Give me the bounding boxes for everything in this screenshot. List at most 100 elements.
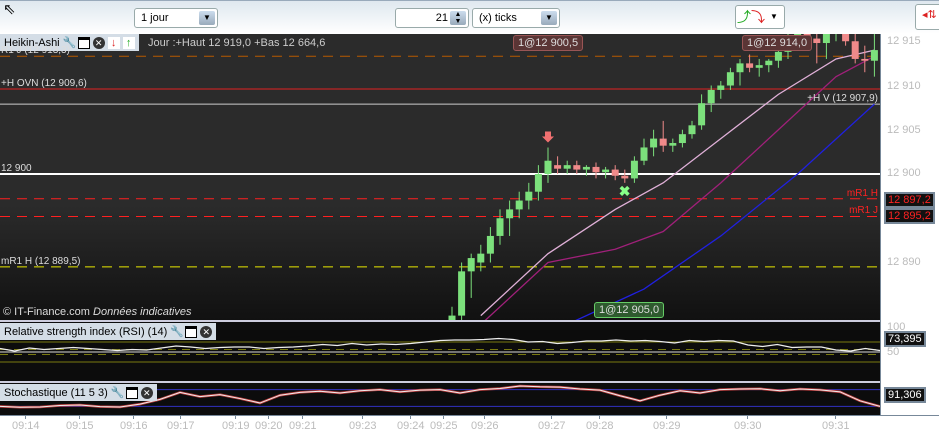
stochastic-line <box>0 385 880 408</box>
time-tick: 09:28 <box>586 420 614 432</box>
close-icon[interactable]: ✕ <box>140 386 153 399</box>
rsi-tick: 50 <box>887 346 900 358</box>
time-tick-mark <box>180 415 181 419</box>
stochastic-canvas <box>0 384 880 409</box>
indicators-button[interactable]: ⤴⤵ ▼ <box>735 5 785 29</box>
candle-body <box>554 165 562 169</box>
cursor-icon: ⇖ <box>3 1 16 18</box>
stepper-icon[interactable]: ▲ ▼ <box>450 11 466 25</box>
rsi-pane[interactable]: Relative strength index (RSI) (14) 🔧 ✕ <box>0 320 880 382</box>
candle-body <box>496 218 504 236</box>
time-tick: 09:19 <box>222 420 250 432</box>
time-tick: 09:31 <box>822 420 850 432</box>
time-tick-mark <box>235 415 236 419</box>
ticks-input[interactable]: 21 ▲ ▼ <box>395 8 469 28</box>
indicators-icon: ⤴⤵ <box>737 9 765 25</box>
time-tick: 09:29 <box>653 420 681 432</box>
buy-cross-icon: ✖ <box>619 183 631 199</box>
candle-body <box>602 169 610 173</box>
candle-body <box>544 160 552 174</box>
order-tag[interactable]: 1@12 905,0 <box>594 302 665 318</box>
candle-body <box>477 253 485 263</box>
toolbar: 1 jour ▼ 21 ▲ ▼ (x) ticks ▼ ⤴⤵ ▼ ◂⇅ <box>0 0 939 34</box>
window-icon[interactable] <box>125 386 138 399</box>
candle-body <box>621 175 629 179</box>
stochastic-pane[interactable]: Stochastique (11 5 3) 🔧 ✕ <box>0 381 880 415</box>
candle-body <box>592 166 600 173</box>
price-box: 12 895,2 <box>884 208 935 224</box>
candle-body <box>678 134 686 144</box>
rsi-title: Relative strength index (RSI) (14) <box>4 325 168 338</box>
candle-body <box>506 209 514 219</box>
candle-body <box>688 125 696 135</box>
price-chart[interactable]: ✖ Heikin-Ashi 🔧 ✕ ↓ ↑ Jour :+Haut 12 919… <box>0 34 880 320</box>
level-label: R1 J (12 913,3) <box>1 45 70 57</box>
time-tick-mark <box>484 415 485 419</box>
moving-average-magenta <box>484 55 875 320</box>
level-label: +H OVN (12 909,6) <box>1 78 87 90</box>
time-tick-mark <box>362 415 363 419</box>
time-tick: 09:27 <box>538 420 566 432</box>
candle-body <box>467 258 475 272</box>
period-select[interactable]: 1 jour ▼ <box>134 8 218 28</box>
time-tick: 09:17 <box>167 420 195 432</box>
price-chart-canvas: ✖ <box>0 34 880 320</box>
chart-header: Heikin-Ashi 🔧 ✕ ↓ ↑ <box>0 34 139 51</box>
candle-body <box>640 147 648 161</box>
wrench-icon[interactable]: 🔧 <box>62 36 77 49</box>
candle-body <box>630 160 638 179</box>
candle-body <box>534 174 542 192</box>
price-tick: 12 910 <box>887 80 921 92</box>
wrench-icon[interactable]: 🔧 <box>170 325 184 338</box>
time-tick: 09:15 <box>66 420 94 432</box>
level-label: mR1 H (12 889,5) <box>1 255 81 267</box>
time-tick-mark <box>79 415 80 419</box>
wrench-icon[interactable]: 🔧 <box>110 386 125 399</box>
candle-body <box>669 143 677 146</box>
candle-body <box>525 191 533 201</box>
time-tick-mark <box>835 415 836 419</box>
candle-body <box>861 58 869 61</box>
close-icon[interactable]: ✕ <box>200 325 213 338</box>
time-tick-mark <box>747 415 748 419</box>
order-tag[interactable]: 1@12 900,5 <box>513 35 584 51</box>
price-tick: 12 900 <box>887 167 921 179</box>
rsi-value-box: 73,395 <box>884 331 926 347</box>
candle-body <box>755 65 763 68</box>
chevron-down-icon[interactable]: ▼ <box>766 10 782 24</box>
candle-body <box>573 165 581 170</box>
move-up-icon[interactable]: ↑ <box>122 36 135 49</box>
candle-body <box>842 34 850 42</box>
close-icon[interactable]: ✕ <box>92 36 105 49</box>
order-tag[interactable]: 1@12 914,0 <box>742 35 813 51</box>
window-icon[interactable] <box>77 36 90 49</box>
time-tick-mark <box>443 415 444 419</box>
candle-body <box>659 138 667 146</box>
chevron-down-icon[interactable]: ▼ <box>541 11 557 25</box>
level-label: 12 900 <box>1 163 32 174</box>
candle-body <box>486 235 494 254</box>
candle-body <box>736 63 744 73</box>
candle-body <box>448 315 456 320</box>
price-tick: 12 915 <box>887 35 921 47</box>
rsi-header: Relative strength index (RSI) (14) 🔧 ✕ <box>0 323 217 340</box>
candle-body <box>515 200 523 210</box>
candle-body <box>563 165 571 169</box>
ticks-unit-select[interactable]: (x) ticks ▼ <box>472 8 560 28</box>
price-scale[interactable]: 12 915 12 910 12 905 12 900 12 890 100 5… <box>880 34 939 415</box>
move-down-icon[interactable]: ↓ <box>107 36 120 49</box>
level-label: +H V (12 907,9) <box>807 93 878 105</box>
chart-title: Heikin-Ashi <box>4 36 60 49</box>
time-tick-mark <box>302 415 303 419</box>
time-tick: 09:25 <box>430 420 458 432</box>
time-tick: 09:24 <box>397 420 425 432</box>
time-tick-mark <box>25 415 26 419</box>
time-tick-mark <box>133 415 134 419</box>
chevron-down-icon[interactable]: ▼ <box>199 11 215 25</box>
candle-body <box>582 166 590 170</box>
time-axis[interactable]: 09:14 09:15 09:16 09:17 09:19 09:20 09:21 09:23… <box>0 415 939 436</box>
window-icon[interactable] <box>185 325 198 338</box>
candle-body <box>698 103 706 126</box>
rsi-line <box>0 337 880 352</box>
collapse-button[interactable]: ◂⇅ <box>915 4 939 30</box>
